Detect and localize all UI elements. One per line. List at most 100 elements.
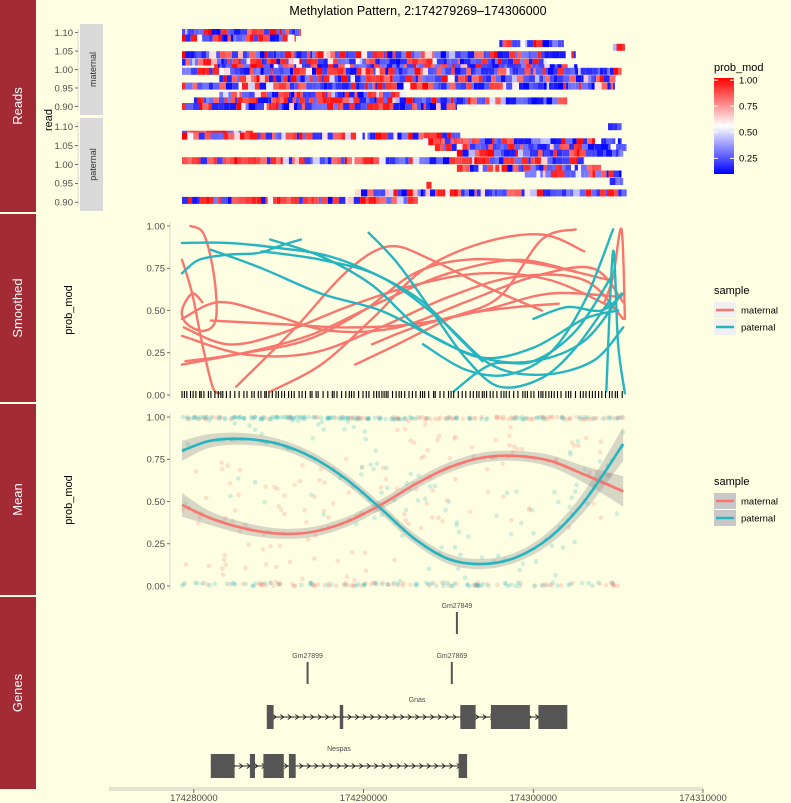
gene-strand-arrow [475, 714, 480, 720]
mean-point-paternal [425, 582, 431, 587]
mean-point-paternal [467, 415, 473, 421]
read-segment [185, 51, 191, 59]
read-segment [538, 58, 544, 66]
read-segment [503, 144, 509, 151]
read-segment [337, 91, 343, 99]
read-segment [382, 82, 386, 90]
read-segment [216, 51, 220, 59]
mean-point-paternal [614, 511, 620, 516]
mean-point-maternal [426, 583, 432, 588]
read-segment [283, 97, 288, 105]
mean-point-paternal [467, 583, 472, 589]
read-segment [573, 189, 580, 197]
read-segment [329, 75, 335, 83]
read-segment [552, 157, 557, 165]
read-segment [485, 157, 490, 165]
read-segment [423, 138, 429, 146]
mean-point-maternal [500, 461, 506, 467]
read-segment [524, 58, 529, 66]
mean-point-maternal [506, 416, 511, 422]
mean-point-maternal [225, 463, 230, 468]
read-segment [344, 157, 348, 165]
read-segment [484, 82, 490, 90]
read-segment [207, 157, 214, 165]
read-segment [513, 64, 516, 72]
read-segment [275, 103, 279, 110]
gene-strand-arrow [449, 763, 454, 769]
read-segment [482, 75, 486, 83]
read-segment [499, 67, 507, 75]
read-segment [240, 132, 245, 140]
mean-point-maternal [518, 580, 524, 586]
mean-point-maternal [345, 583, 350, 588]
read-segment [552, 40, 558, 48]
mean-point-maternal [258, 582, 263, 588]
read-segment [564, 67, 571, 75]
read-segment [469, 64, 476, 72]
read-segment [299, 82, 307, 90]
mean-point-paternal [183, 501, 188, 506]
mean-point-paternal [432, 483, 438, 489]
mean-point-maternal [421, 454, 427, 459]
read-segment [329, 97, 337, 105]
read-segment [213, 196, 219, 204]
read-segment [620, 138, 622, 146]
read-segment [254, 75, 257, 83]
read-segment [360, 157, 364, 165]
read-segment [436, 67, 442, 75]
read-segment [487, 149, 494, 157]
read-segment [256, 75, 260, 83]
read-segment [475, 138, 480, 146]
read-segment [413, 64, 417, 72]
read-segment [279, 67, 284, 75]
gene-strand-arrow [321, 763, 327, 769]
read-segment [206, 97, 209, 105]
read-segment [322, 97, 327, 105]
read-segment [396, 82, 404, 90]
read-segment [364, 82, 369, 90]
read-segment [312, 51, 315, 59]
mean-point-paternal [373, 582, 379, 587]
read-segment [451, 132, 456, 140]
read-segment [359, 97, 367, 105]
read-segment [305, 132, 313, 140]
read-segment [557, 64, 562, 72]
read-segment [502, 189, 507, 197]
read-segment [504, 64, 507, 72]
read-segment [237, 157, 242, 165]
read-segment [389, 58, 396, 66]
read-segment [281, 132, 286, 140]
mean-point-maternal [300, 576, 305, 582]
read-segment [315, 103, 323, 110]
read-segment [544, 64, 550, 72]
read-segment [274, 91, 279, 99]
read-segment [264, 51, 268, 59]
mean-point-maternal [531, 416, 536, 422]
mean-point-paternal [241, 416, 246, 421]
read-segment [562, 97, 568, 105]
read-segment [431, 51, 435, 59]
read-segment [475, 64, 482, 72]
read-segment [462, 149, 469, 157]
mean-point-maternal [200, 581, 205, 586]
gene-strand-arrow [310, 714, 315, 720]
read-segment [411, 58, 418, 66]
mean-point-maternal [568, 416, 573, 421]
read-segment [310, 51, 313, 59]
read-segment [182, 157, 188, 165]
read-segment [231, 196, 237, 204]
read-row [182, 58, 547, 66]
read-segment [474, 51, 479, 59]
mean-point-paternal [479, 416, 484, 422]
read-segment [543, 58, 547, 66]
read-segment [255, 67, 261, 75]
read-segment [395, 91, 400, 99]
read-segment [494, 149, 501, 157]
read-segment [595, 170, 602, 178]
read-segment [423, 132, 431, 140]
read-segment [359, 64, 367, 72]
read-segment [226, 157, 230, 165]
read-segment [375, 58, 378, 66]
mean-point-paternal [480, 581, 486, 587]
read-segment [615, 138, 618, 146]
